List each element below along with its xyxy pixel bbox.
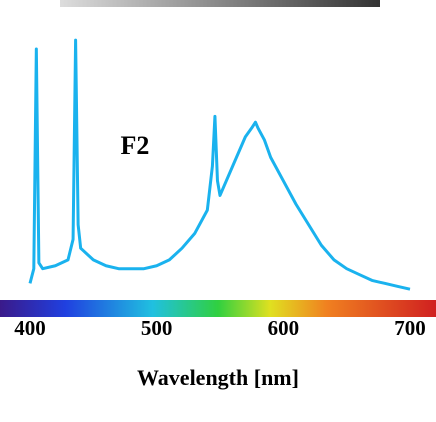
x-tick-label: 500 [141, 316, 173, 340]
spectrum-bar [0, 300, 436, 317]
top-bar [60, 0, 380, 7]
chart-title: F2 [121, 131, 150, 160]
x-tick-label: 400 [14, 316, 46, 340]
x-axis-label: Wavelength [nm] [137, 365, 299, 390]
x-tick-label: 700 [394, 316, 426, 340]
spectrum-line [28, 38, 411, 291]
x-tick-label: 600 [268, 316, 300, 340]
